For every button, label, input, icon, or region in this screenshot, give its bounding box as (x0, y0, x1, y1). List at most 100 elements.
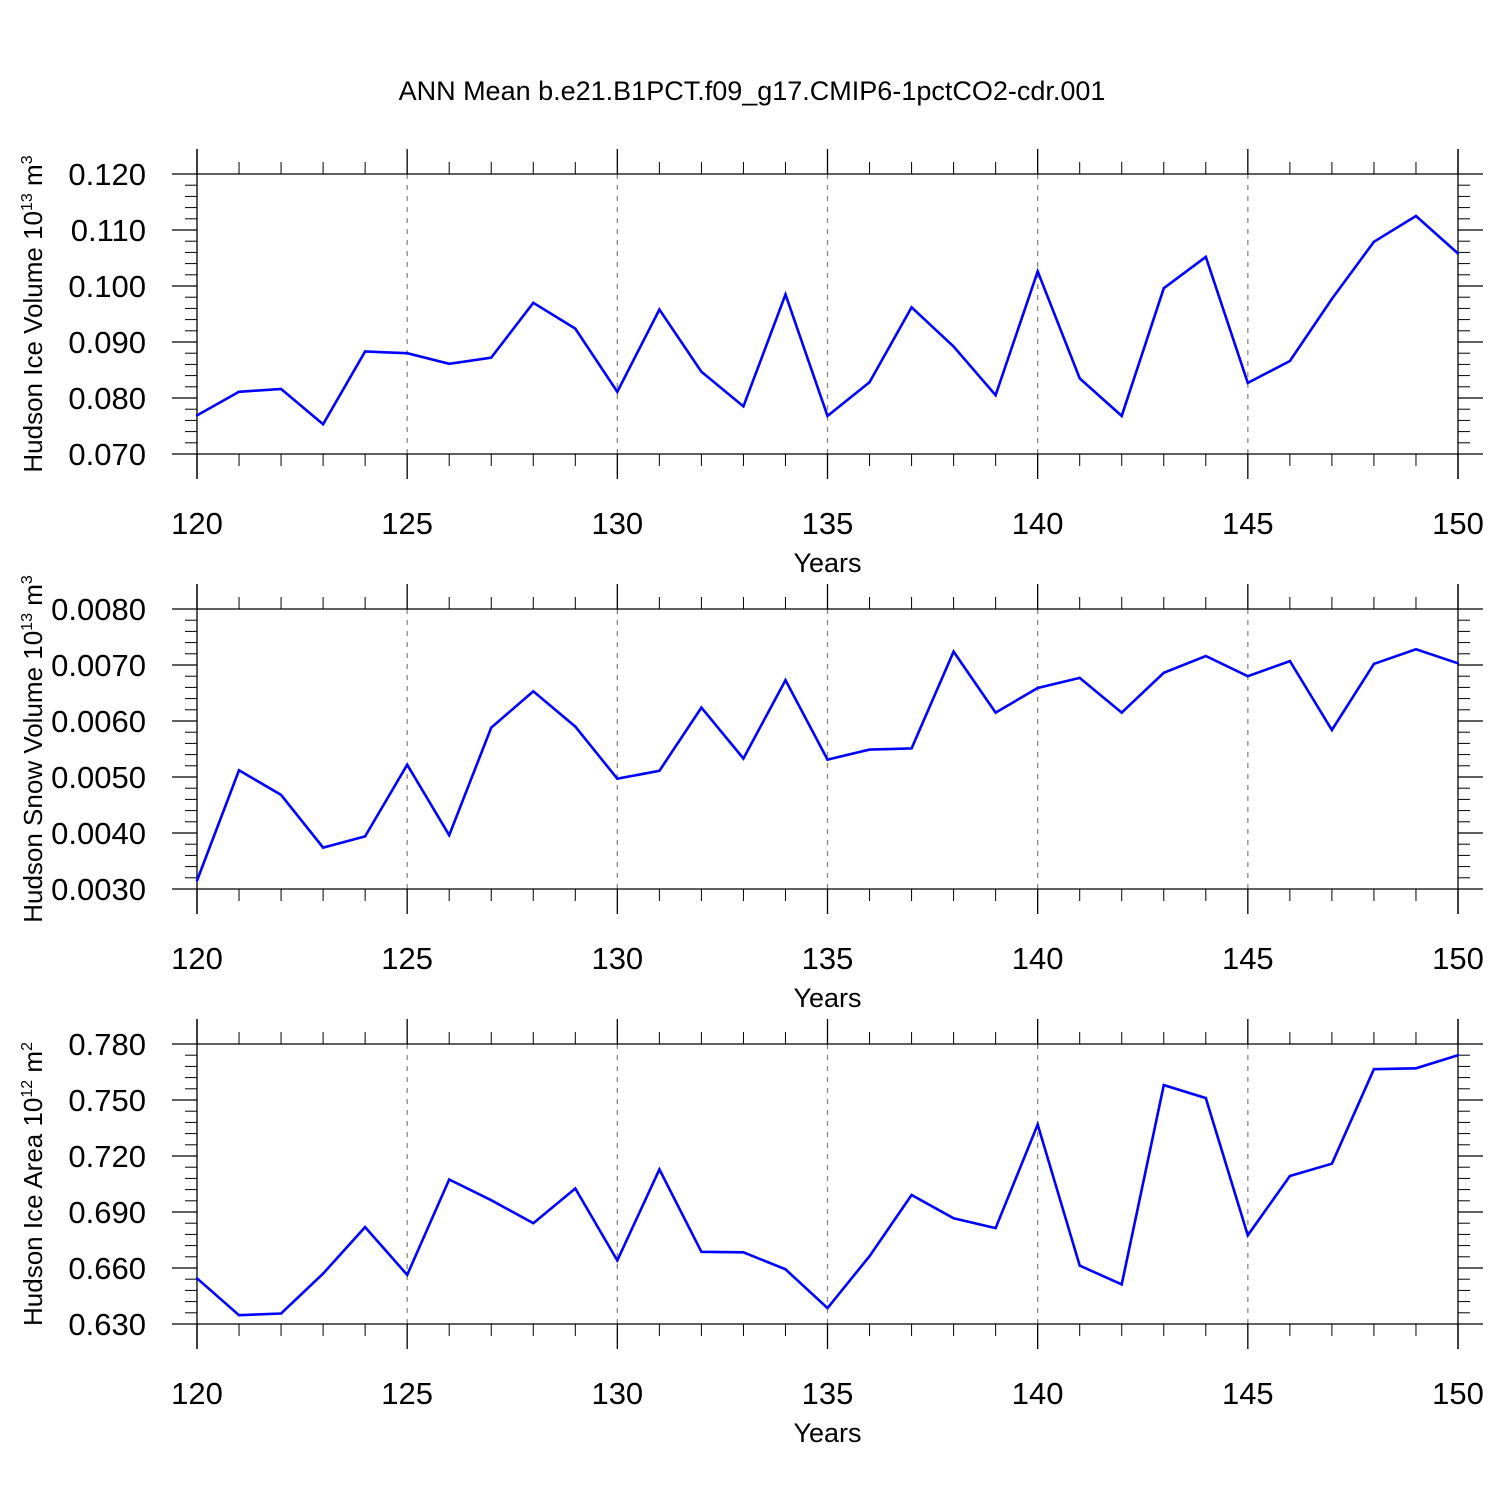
x-axis-label: Years (793, 1418, 861, 1448)
chart-title: ANN Mean b.e21.B1PCT.f09_g17.CMIP6-1pctC… (399, 76, 1106, 106)
x-tick-label: 125 (381, 1376, 433, 1411)
data-point (363, 350, 367, 353)
chart-panel-3: 0.630 0.660 0.690 0.720 0.750 0.780 120 125 130 1… (18, 1019, 1484, 1448)
data-point (868, 381, 871, 384)
data-point (910, 1193, 913, 1197)
chart-panel-1: 0.070 0.080 0.090 0.100 0.110 0.120 120 125 130 1… (18, 149, 1484, 578)
data-point (616, 1259, 619, 1262)
data-point (616, 777, 619, 780)
y-axis-label: Hudson Snow Volume 1013 m3 (18, 575, 48, 923)
data-point (1204, 1096, 1208, 1100)
data-point (448, 362, 451, 366)
data-point (448, 834, 451, 837)
data-point (1288, 1174, 1292, 1178)
data-point (321, 846, 325, 849)
data-point (1036, 270, 1039, 273)
data-point (994, 394, 997, 397)
data-point (574, 327, 577, 330)
data-point (1204, 255, 1208, 259)
data-point (237, 769, 241, 772)
data-point (1414, 648, 1418, 651)
y-tick-label: 0.0040 (51, 816, 146, 851)
y-tick-label: 0.0060 (51, 704, 146, 739)
data-point (1162, 671, 1165, 675)
data-point (1456, 252, 1460, 255)
data-point (279, 387, 283, 391)
data-point (784, 1268, 787, 1271)
data-point (994, 711, 997, 714)
data-point (490, 726, 493, 729)
data-point (1246, 675, 1250, 678)
data-point (279, 793, 283, 797)
data-point (952, 1217, 955, 1220)
data-point (279, 1312, 283, 1315)
data-point (952, 650, 955, 653)
x-tick-label: 125 (381, 941, 433, 976)
data-point (1078, 377, 1081, 380)
data-point (910, 306, 913, 309)
x-tick-label: 135 (802, 941, 854, 976)
y-tick-label: 0.780 (68, 1027, 146, 1062)
data-point (195, 1277, 199, 1280)
x-tick-label: 140 (1012, 506, 1064, 541)
x-axis-label: Years (793, 983, 861, 1013)
y-tick-label: 0.750 (68, 1083, 146, 1118)
data-point (363, 835, 367, 838)
data-point (490, 356, 493, 359)
data-point (742, 757, 745, 760)
data-point (532, 1222, 535, 1225)
x-tick-label: 130 (591, 506, 643, 541)
x-tick-label: 135 (802, 1376, 854, 1411)
data-point (1372, 1068, 1376, 1071)
data-point (1330, 1162, 1334, 1165)
data-point (658, 769, 661, 773)
x-tick-label: 120 (171, 506, 223, 541)
data-point (1372, 240, 1376, 243)
data-point (1372, 662, 1376, 666)
x-tick-label: 120 (171, 941, 223, 976)
x-tick-label: 150 (1432, 1376, 1484, 1411)
data-point (574, 725, 577, 728)
data-point (952, 345, 955, 348)
x-tick-label: 135 (802, 506, 854, 541)
x-tick-label: 125 (381, 506, 433, 541)
y-tick-label: 0.100 (68, 269, 146, 304)
data-point (1120, 414, 1123, 418)
data-point (405, 352, 409, 355)
y-tick-label: 0.070 (68, 437, 146, 472)
data-point (237, 390, 241, 394)
chart-panel-2: 0.0030 0.0040 0.0050 0.0060 0.0070 0.0080 120 1… (18, 575, 1484, 1013)
data-point (1246, 381, 1250, 385)
data-point (1288, 659, 1292, 663)
x-tick-label: 140 (1012, 941, 1064, 976)
y-tick-label: 0.660 (68, 1251, 146, 1286)
data-point (994, 1226, 997, 1230)
data-point (532, 301, 535, 304)
y-tick-label: 0.690 (68, 1195, 146, 1230)
y-tick-label: 0.720 (68, 1139, 146, 1174)
y-tick-label: 0.630 (68, 1307, 146, 1342)
data-point (195, 414, 199, 417)
data-point (658, 1168, 661, 1171)
x-tick-label: 120 (171, 1376, 223, 1411)
data-point (1036, 686, 1039, 690)
data-point (1078, 1264, 1081, 1267)
data-point (321, 1272, 325, 1275)
data-point (658, 308, 661, 311)
y-tick-label: 0.0070 (51, 648, 146, 683)
data-point (363, 1225, 367, 1229)
data-point (1330, 728, 1334, 732)
data-point (448, 1178, 451, 1181)
data-point (1456, 1054, 1460, 1057)
y-axis-label: Hudson Ice Volume 1013 m3 (18, 155, 48, 472)
y-tick-label: 0.0030 (51, 872, 146, 907)
y-tick-label: 0.080 (68, 381, 146, 416)
data-point (321, 423, 325, 426)
y-tick-label: 0.110 (71, 213, 146, 248)
data-point (1120, 711, 1123, 714)
x-tick-label: 130 (591, 941, 643, 976)
chart-panels: 0.070 0.080 0.090 0.100 0.110 0.120 120 125 130 1… (18, 149, 1484, 1448)
data-point (742, 1251, 745, 1254)
